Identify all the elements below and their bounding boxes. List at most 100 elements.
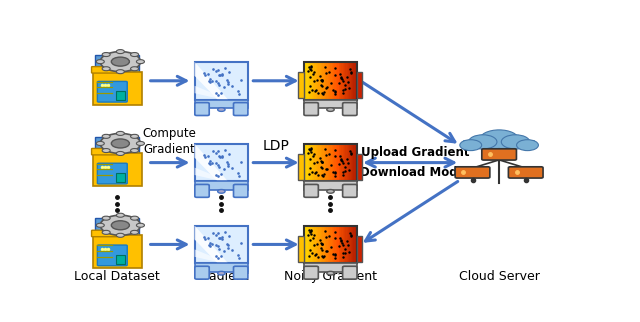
Bar — [320, 226, 322, 263]
FancyBboxPatch shape — [92, 230, 117, 237]
Bar — [304, 144, 357, 182]
Bar — [313, 226, 315, 263]
Bar — [333, 62, 335, 99]
Bar — [313, 62, 315, 99]
Bar — [314, 226, 316, 263]
Circle shape — [102, 67, 110, 71]
Bar — [93, 235, 142, 268]
Bar — [312, 144, 314, 182]
Bar — [357, 236, 362, 262]
Bar — [345, 144, 347, 182]
Circle shape — [96, 60, 104, 64]
Bar — [312, 62, 314, 99]
Bar — [320, 144, 322, 182]
Bar — [326, 144, 328, 182]
Text: Noisy Gradient: Noisy Gradient — [284, 270, 377, 283]
Bar — [346, 144, 348, 182]
Bar — [328, 144, 330, 182]
Bar — [339, 226, 340, 263]
Circle shape — [327, 271, 334, 275]
FancyBboxPatch shape — [342, 266, 357, 279]
Bar — [332, 144, 333, 182]
Circle shape — [218, 190, 225, 193]
Bar — [329, 144, 331, 182]
Bar — [329, 62, 331, 99]
Bar — [351, 226, 353, 263]
Circle shape — [131, 52, 139, 57]
Bar — [345, 226, 347, 263]
Circle shape — [116, 50, 124, 53]
Bar — [304, 144, 305, 182]
Bar — [344, 226, 346, 263]
Bar — [352, 226, 354, 263]
Bar — [304, 226, 305, 263]
Circle shape — [218, 271, 225, 275]
Bar — [330, 226, 332, 263]
FancyBboxPatch shape — [195, 185, 209, 197]
Bar — [352, 62, 354, 99]
Circle shape — [116, 131, 124, 136]
Circle shape — [460, 140, 482, 151]
FancyBboxPatch shape — [92, 148, 117, 155]
Bar — [326, 62, 328, 99]
Bar — [349, 144, 351, 182]
Bar — [337, 62, 339, 99]
Circle shape — [116, 213, 124, 217]
Bar — [339, 62, 340, 99]
Circle shape — [111, 221, 129, 230]
Bar — [307, 62, 308, 99]
Bar — [348, 226, 349, 263]
Bar — [349, 62, 351, 99]
Bar — [317, 62, 319, 99]
Bar — [116, 173, 125, 182]
Polygon shape — [195, 226, 228, 263]
Bar — [342, 226, 344, 263]
Bar — [357, 154, 362, 180]
Circle shape — [116, 233, 124, 237]
FancyBboxPatch shape — [482, 149, 516, 160]
FancyBboxPatch shape — [508, 167, 543, 178]
Circle shape — [102, 216, 110, 220]
Text: Cloud Server: Cloud Server — [459, 270, 540, 283]
Text: Upload Gradient: Upload Gradient — [360, 146, 469, 159]
Bar — [463, 140, 535, 147]
Bar — [351, 62, 353, 99]
Circle shape — [102, 148, 110, 153]
Bar — [324, 144, 326, 182]
Bar — [356, 62, 358, 99]
Bar — [320, 62, 322, 99]
Bar — [319, 62, 320, 99]
Bar — [307, 226, 308, 263]
Bar — [346, 62, 348, 99]
Bar — [353, 144, 355, 182]
Bar — [310, 62, 312, 99]
Circle shape — [131, 134, 139, 138]
Bar — [332, 226, 333, 263]
FancyBboxPatch shape — [455, 167, 490, 178]
Bar — [357, 72, 362, 98]
Bar — [316, 226, 317, 263]
Bar — [317, 226, 319, 263]
Circle shape — [327, 190, 334, 193]
Bar — [341, 144, 343, 182]
Bar — [298, 72, 304, 98]
Bar — [326, 226, 328, 263]
Bar — [353, 226, 355, 263]
Bar — [333, 226, 335, 263]
Bar — [304, 182, 357, 190]
Bar — [321, 226, 323, 263]
FancyBboxPatch shape — [97, 245, 127, 266]
Bar — [349, 226, 351, 263]
Bar — [195, 263, 248, 272]
Bar — [313, 144, 315, 182]
Bar — [319, 226, 320, 263]
Bar — [348, 144, 349, 182]
Bar — [95, 55, 140, 83]
FancyBboxPatch shape — [234, 185, 248, 197]
Polygon shape — [195, 249, 229, 263]
Bar — [351, 144, 353, 182]
Circle shape — [131, 67, 139, 71]
Bar — [340, 226, 342, 263]
Circle shape — [136, 141, 145, 146]
Bar — [325, 226, 327, 263]
